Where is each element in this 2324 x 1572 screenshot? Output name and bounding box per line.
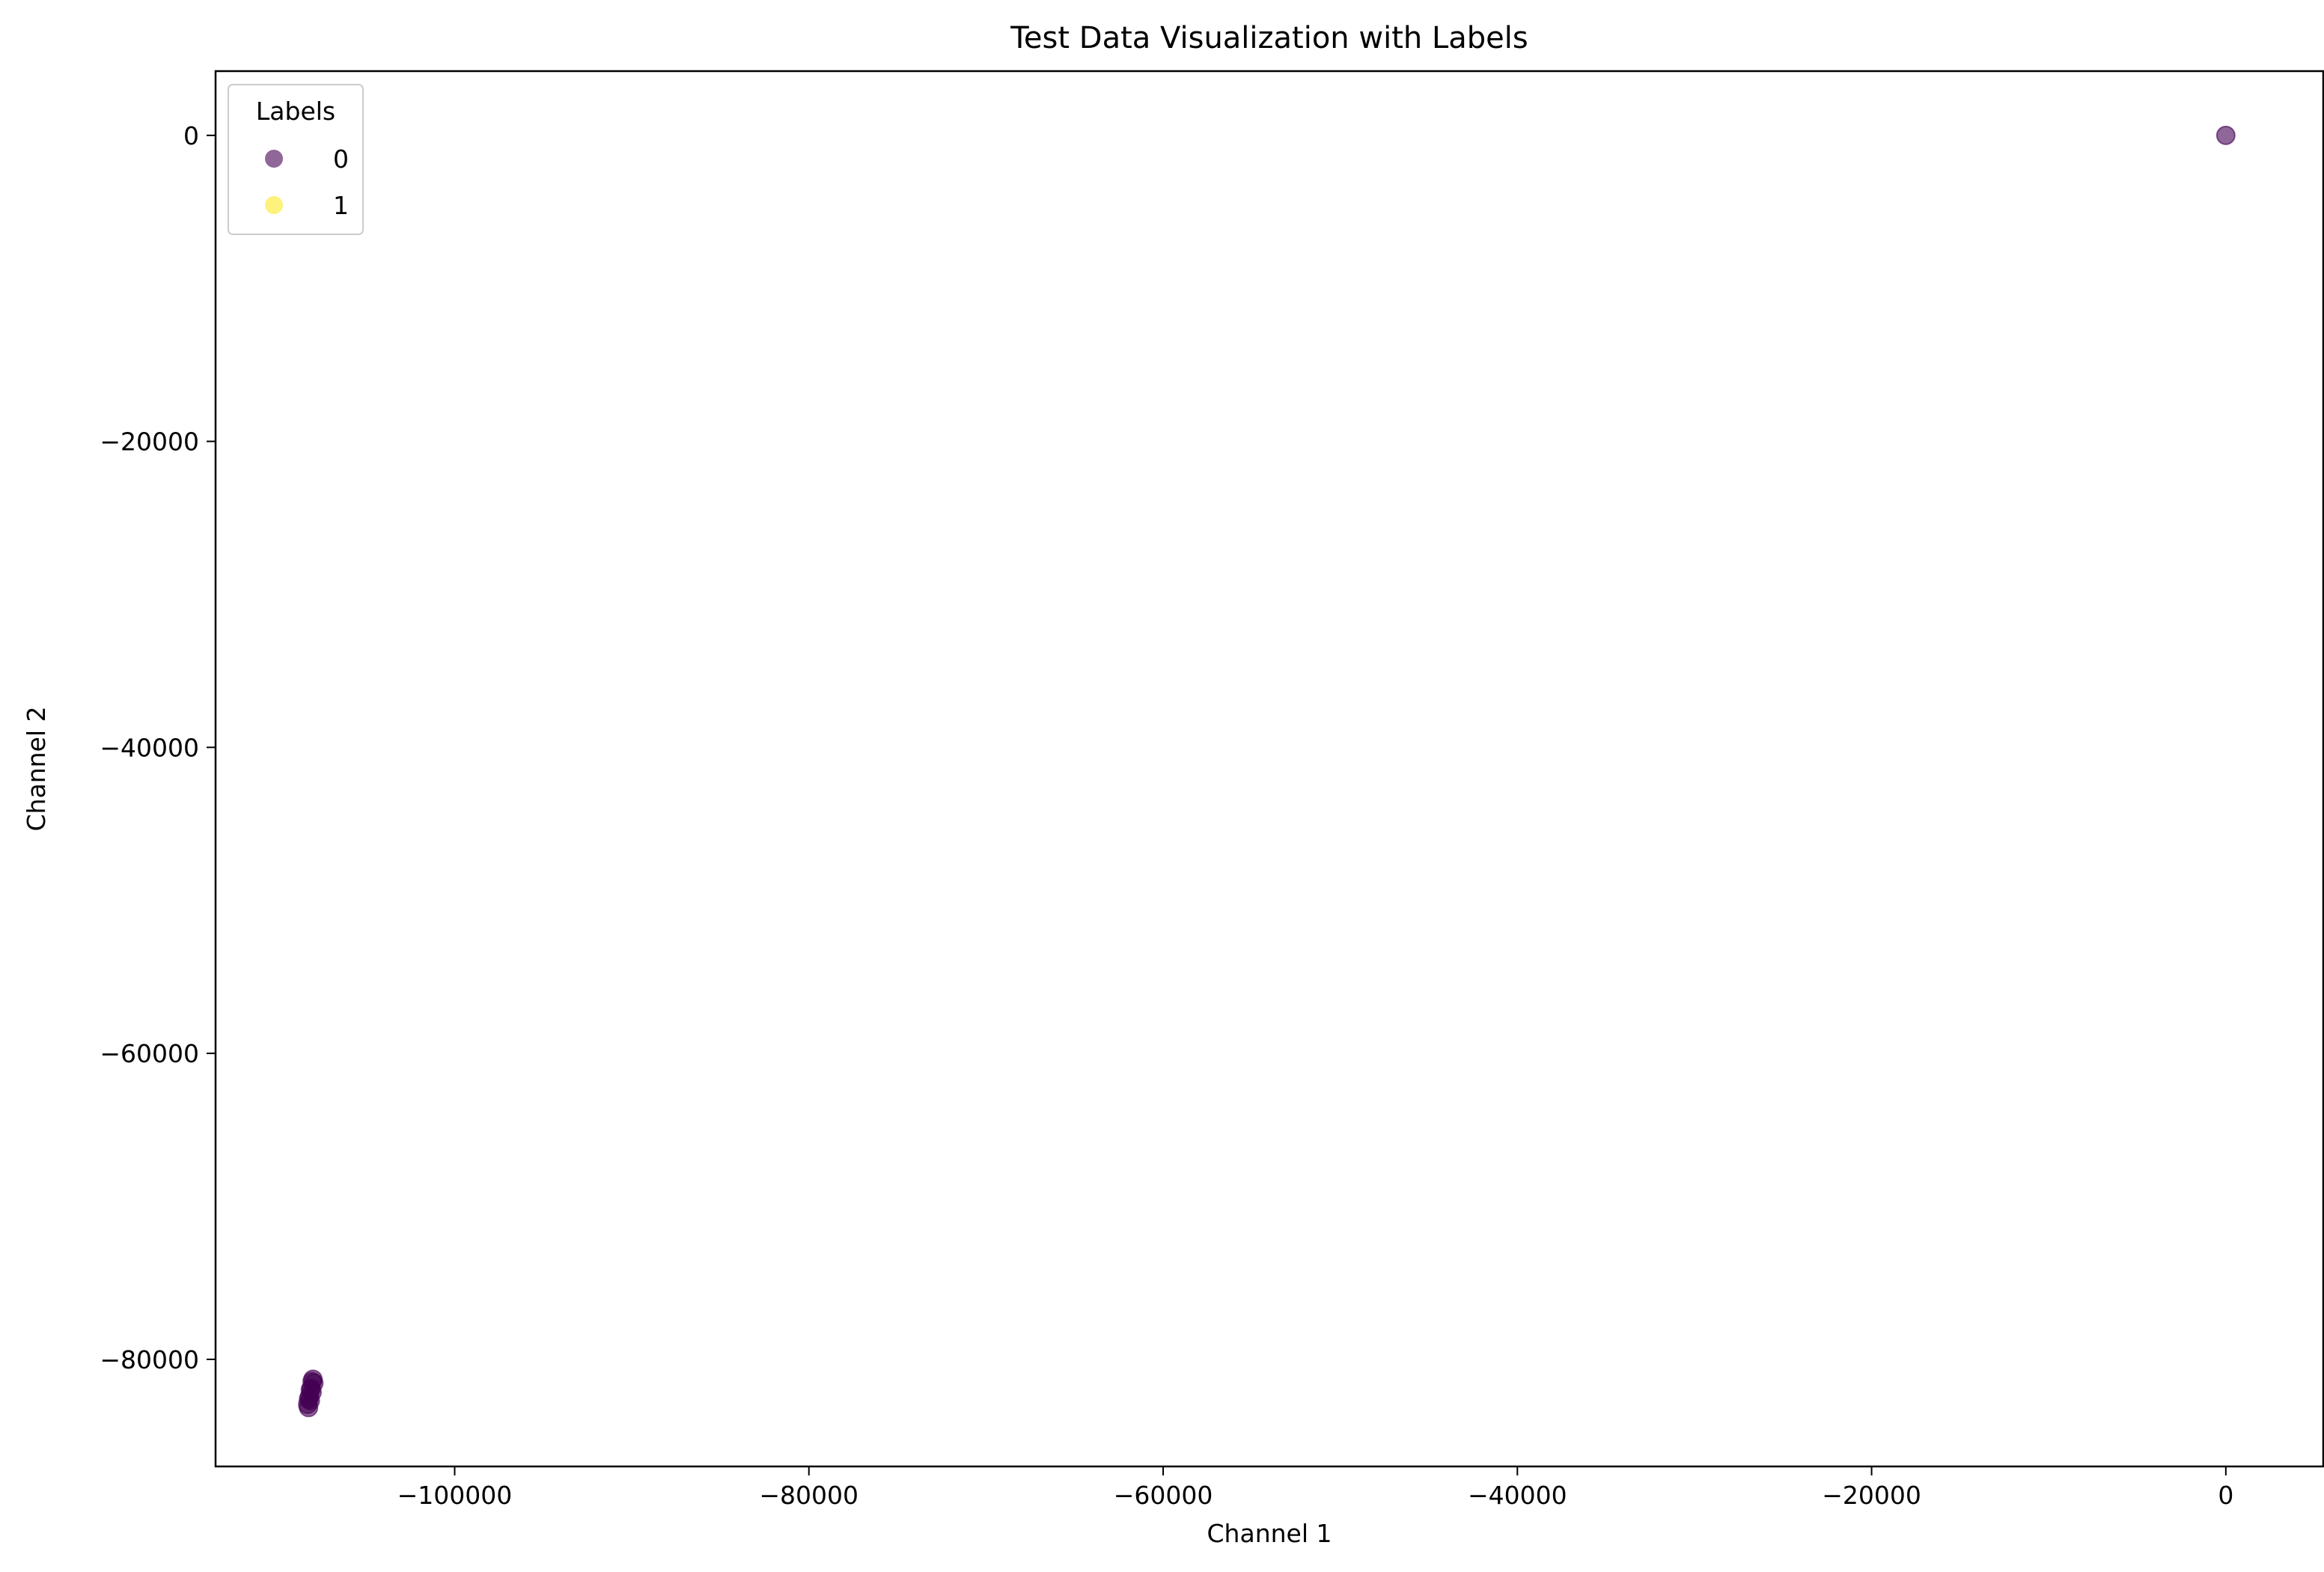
y-tick-label: −20000 — [100, 427, 199, 457]
x-tick-label: −40000 — [1468, 1481, 1567, 1510]
ticks-layer: −100000 −80000 −60000 −40000 −20000 0 0 −20000 −… — [100, 121, 2233, 1510]
legend-label-0: 0 — [333, 144, 349, 174]
y-axis-label: Channel 2 — [22, 707, 51, 832]
points-layer — [298, 125, 2236, 1418]
legend-marker-1 — [265, 196, 283, 214]
legend-box — [228, 84, 364, 235]
data-point — [2215, 125, 2236, 145]
x-tick-label: 0 — [2218, 1481, 2233, 1510]
x-tick-label: −100000 — [397, 1481, 513, 1510]
legend-label-1: 1 — [333, 191, 349, 220]
legend-title: Labels — [256, 97, 335, 126]
x-axis-label: Channel 1 — [1207, 1519, 1332, 1548]
chart-title: Test Data Visualization with Labels — [1010, 21, 1528, 55]
x-tick-label: −20000 — [1822, 1481, 1921, 1510]
data-point — [299, 1389, 319, 1410]
y-tick-label: −60000 — [100, 1039, 199, 1068]
legend: Labels 0 1 — [228, 84, 364, 235]
x-tick-label: −80000 — [759, 1481, 858, 1510]
y-tick-label: −40000 — [100, 733, 199, 762]
plot-area-frame — [214, 70, 2324, 1468]
legend-marker-0 — [265, 150, 283, 168]
y-tick-label: −80000 — [100, 1345, 199, 1374]
x-tick-label: −60000 — [1114, 1481, 1213, 1510]
y-tick-label: 0 — [183, 121, 199, 150]
